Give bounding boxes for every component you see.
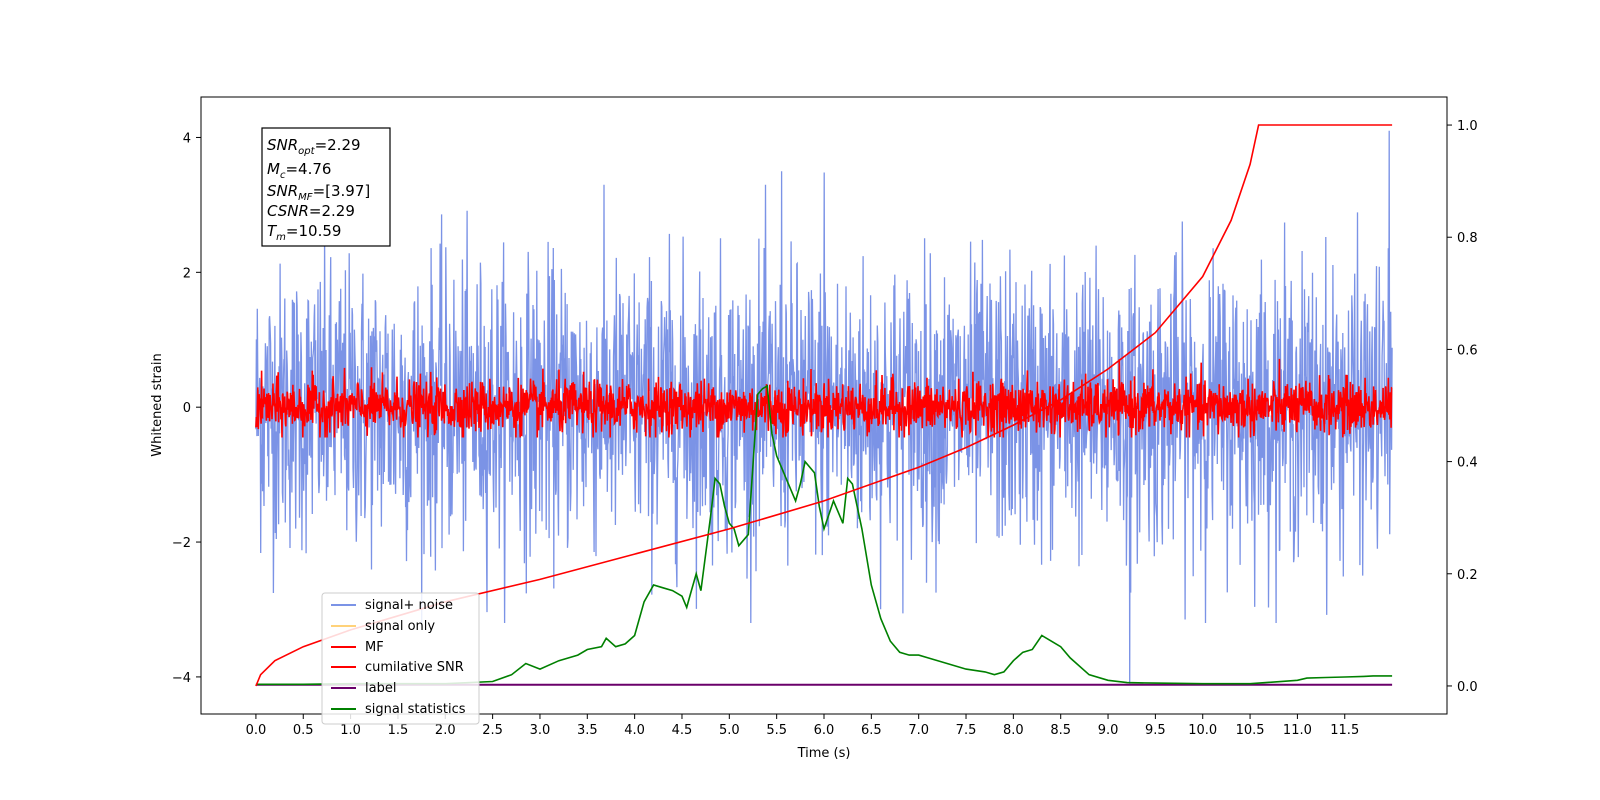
x-tick-label: 4.5 [672,723,693,738]
x-tick-label: 11.5 [1330,723,1359,738]
y-tick-label: 2 [183,266,191,281]
x-axis-ticks: 0.0 0.5 1.0 1.5 2.0 2.5 3.0 3.5 4.0 4.5 5.0 5.5 6.0 6… [246,714,1359,738]
y2-tick-label: 0.6 [1457,343,1478,358]
x-tick-label: 6.5 [861,723,882,738]
x-tick-label: 7.5 [956,723,977,738]
annotation-snr-mf: SNRMF=[3.97] [267,182,370,203]
annotation-snr-opt: SNRopt=2.29 [267,136,361,157]
x-tick-label: 6.0 [814,723,835,738]
x-tick-label: 0.5 [293,723,314,738]
x-tick-label: 3.5 [577,723,598,738]
x-tick-label: 2.5 [482,723,503,738]
x-tick-label: 1.5 [388,723,409,738]
annotation-frame [261,127,391,247]
legend-label-signal-only: signal only [365,619,435,634]
x-tick-label: 10.0 [1188,723,1217,738]
x-tick-label: 9.5 [1145,723,1166,738]
annotation-tm: Tm=10.59 [267,222,341,243]
x-tick-label: 7.0 [908,723,929,738]
legend-label-signal-noise: signal+ noise [365,598,453,613]
legend-frame [321,592,480,725]
y-tick-label: −2 [172,536,191,551]
x-tick-label: 10.5 [1236,723,1265,738]
series-signal-statistics-line [255,384,1393,686]
y-axis-ticks: −4 −2 0 2 4 [172,131,201,686]
legend-label-mf: MF [365,640,384,655]
y-tick-label: −4 [172,671,191,686]
x-tick-label: 9.0 [1098,723,1119,738]
y-tick-label: 4 [183,131,191,146]
legend-label-label: label [365,681,396,696]
x-tick-label: 1.0 [340,723,361,738]
x-tick-label: 2.0 [435,723,456,738]
legend: signal+ noise signal only MF cumilative … [321,592,480,725]
x-axis-label: Time (s) [797,746,851,761]
y-tick-label: 0 [183,401,191,416]
y2-tick-label: 0.0 [1457,680,1478,695]
annotation-chirp-mass: Mc=4.76 [267,160,331,181]
y-axis-label: Whitened strain [150,353,165,456]
y2-axis-ticks: 0.0 0.2 0.4 0.6 0.8 1.0 [1447,119,1478,695]
legend-label-cumulative-snr: cumilative SNR [365,660,464,675]
x-tick-label: 8.5 [1050,723,1071,738]
y2-tick-label: 0.4 [1457,456,1478,471]
x-tick-label: 11.0 [1283,723,1312,738]
y2-tick-label: 1.0 [1457,119,1478,134]
x-tick-label: 8.0 [1003,723,1024,738]
x-tick-label: 5.0 [719,723,740,738]
y2-tick-label: 0.2 [1457,568,1478,583]
y2-tick-label: 0.8 [1457,231,1478,246]
series-mf-line [255,358,1393,438]
annotation-csnr: CSNR=2.29 [267,202,355,220]
legend-label-signal-statistics: signal statistics [365,702,466,717]
x-tick-label: 0.0 [246,723,267,738]
x-tick-label: 5.5 [766,723,787,738]
x-tick-label: 4.0 [624,723,645,738]
x-tick-label: 3.0 [530,723,551,738]
annotation-box: SNRopt=2.29 Mc=4.76 SNRMF=[3.97] CSNR=2.… [261,127,391,247]
